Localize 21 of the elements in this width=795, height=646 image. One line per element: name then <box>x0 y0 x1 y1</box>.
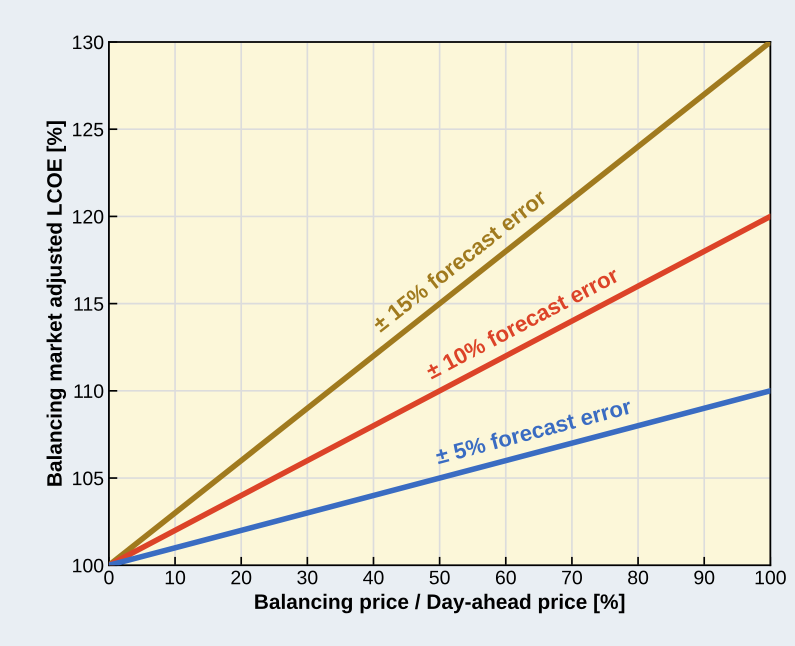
y-tick-label: 105 <box>73 472 104 486</box>
x-tick-label: 10 <box>166 570 186 584</box>
x-tick-label: 90 <box>694 570 714 584</box>
x-tick-label: 20 <box>231 570 252 584</box>
x-tick-label: 30 <box>297 570 318 584</box>
x-tick-label: 60 <box>496 570 516 584</box>
y-tick-label: 130 <box>73 35 104 50</box>
y-tick-label: 110 <box>74 384 104 398</box>
x-tick-label: 0 <box>104 570 114 584</box>
x-tick-label: 70 <box>562 570 582 584</box>
y-axis-title: Balancing market adjusted LCOE [%] <box>46 121 66 486</box>
y-tick-label: 100 <box>73 558 104 572</box>
y-tick-label: 125 <box>73 122 104 136</box>
annotation: ± 5% forecast error <box>434 397 632 464</box>
x-tick-label: 50 <box>430 570 450 584</box>
y-tick-label: 115 <box>74 297 104 311</box>
x-tick-label: 80 <box>628 570 648 584</box>
y-tick-label: 120 <box>73 210 104 224</box>
x-axis-title: Balancing price / Day-ahead price [%] <box>255 594 624 614</box>
x-tick-label: 100 <box>756 570 786 584</box>
x-tick-label: 40 <box>363 570 384 584</box>
